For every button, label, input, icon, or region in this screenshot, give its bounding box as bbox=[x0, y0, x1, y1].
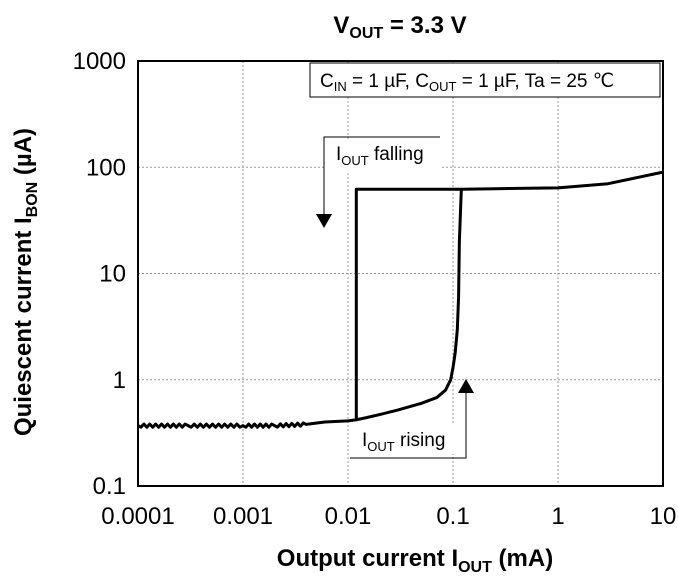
chart-title: VOUT = 3.3 V bbox=[333, 12, 466, 42]
condition-cout-main: C bbox=[415, 71, 429, 92]
annotation-rising-label: IOUT rising bbox=[362, 430, 445, 454]
y-tick-label: 1000 bbox=[73, 48, 126, 75]
condition-cin-main: C bbox=[320, 71, 334, 92]
y-axis-title-main: Quiescent current I bbox=[10, 217, 37, 436]
y-tick-label: 1 bbox=[113, 367, 126, 394]
x-axis-title: Output current IOUT (mA) bbox=[277, 545, 553, 576]
x-axis-title-rest: (mA) bbox=[492, 545, 553, 572]
conditions-box: CIN = 1 µF, COUT = 1 µF, Ta = 25 ℃ bbox=[309, 62, 661, 98]
annotation-falling-sub: OUT bbox=[341, 153, 369, 168]
tick-labels: 0.0001 0.001 0.01 0.1 1 10 0.1 1 10 100 1000 bbox=[73, 48, 677, 530]
y-tick-label: 10 bbox=[99, 261, 126, 288]
condition-cout-rest: = 1 µF, Ta = 25 ℃ bbox=[456, 71, 614, 92]
y-tick-label: 100 bbox=[86, 154, 126, 181]
condition-cin-sub: IN bbox=[334, 79, 347, 94]
x-tick-label: 0.001 bbox=[213, 503, 273, 530]
annotation-rising-bg bbox=[350, 424, 466, 454]
grid-lines bbox=[138, 61, 663, 486]
x-axis-title-sub: OUT bbox=[458, 559, 492, 576]
chart-title-rest: = 3.3 V bbox=[383, 12, 466, 39]
annotation-falling-main: I bbox=[336, 144, 341, 165]
annotation-falling-label: IOUT falling bbox=[336, 144, 424, 168]
y-tick-label: 0.1 bbox=[93, 473, 126, 500]
annotation-rising-rest: rising bbox=[395, 430, 446, 451]
annotation-rising-leader bbox=[350, 393, 467, 459]
annotation-falling-rest: falling bbox=[369, 144, 424, 165]
y-axis-title: Quiescent current IBON (µA) bbox=[10, 128, 41, 436]
x-tick-label: 0.0001 bbox=[101, 503, 174, 530]
annotation-falling-leader bbox=[323, 136, 440, 216]
y-axis-title-rest: (µA) bbox=[10, 128, 37, 182]
chart-title-main: V bbox=[333, 12, 349, 39]
series-layer bbox=[137, 170, 664, 429]
x-tick-label: 0.1 bbox=[436, 503, 469, 530]
annotation-rising-main: I bbox=[362, 430, 367, 451]
x-tick-label: 10 bbox=[650, 503, 677, 530]
chart-title-sub: OUT bbox=[349, 25, 383, 42]
annotation-falling-bg bbox=[324, 141, 440, 171]
conditions-box-frame bbox=[309, 62, 661, 98]
x-tick-label: 1 bbox=[551, 503, 564, 530]
annotation-rising-sub: OUT bbox=[367, 439, 395, 454]
condition-cin-rest: = 1 µF, bbox=[347, 71, 416, 92]
series-line-1 bbox=[356, 189, 463, 422]
y-axis-title-sub: BON bbox=[24, 182, 41, 218]
annotation-rising-arrowhead bbox=[458, 379, 474, 393]
annotation-falling-arrowhead bbox=[316, 214, 332, 228]
annotation-rising: IOUT rising bbox=[350, 379, 474, 459]
conditions-text: CIN = 1 µF, COUT = 1 µF, Ta = 25 ℃ bbox=[320, 71, 614, 94]
annotation-falling: IOUT falling bbox=[316, 136, 440, 228]
x-axis-title-main: Output current I bbox=[277, 545, 458, 572]
condition-cout-sub: OUT bbox=[429, 79, 457, 94]
plot-frame bbox=[137, 60, 664, 487]
x-tick-label: 0.01 bbox=[325, 503, 372, 530]
series-line-0 bbox=[137, 170, 664, 429]
